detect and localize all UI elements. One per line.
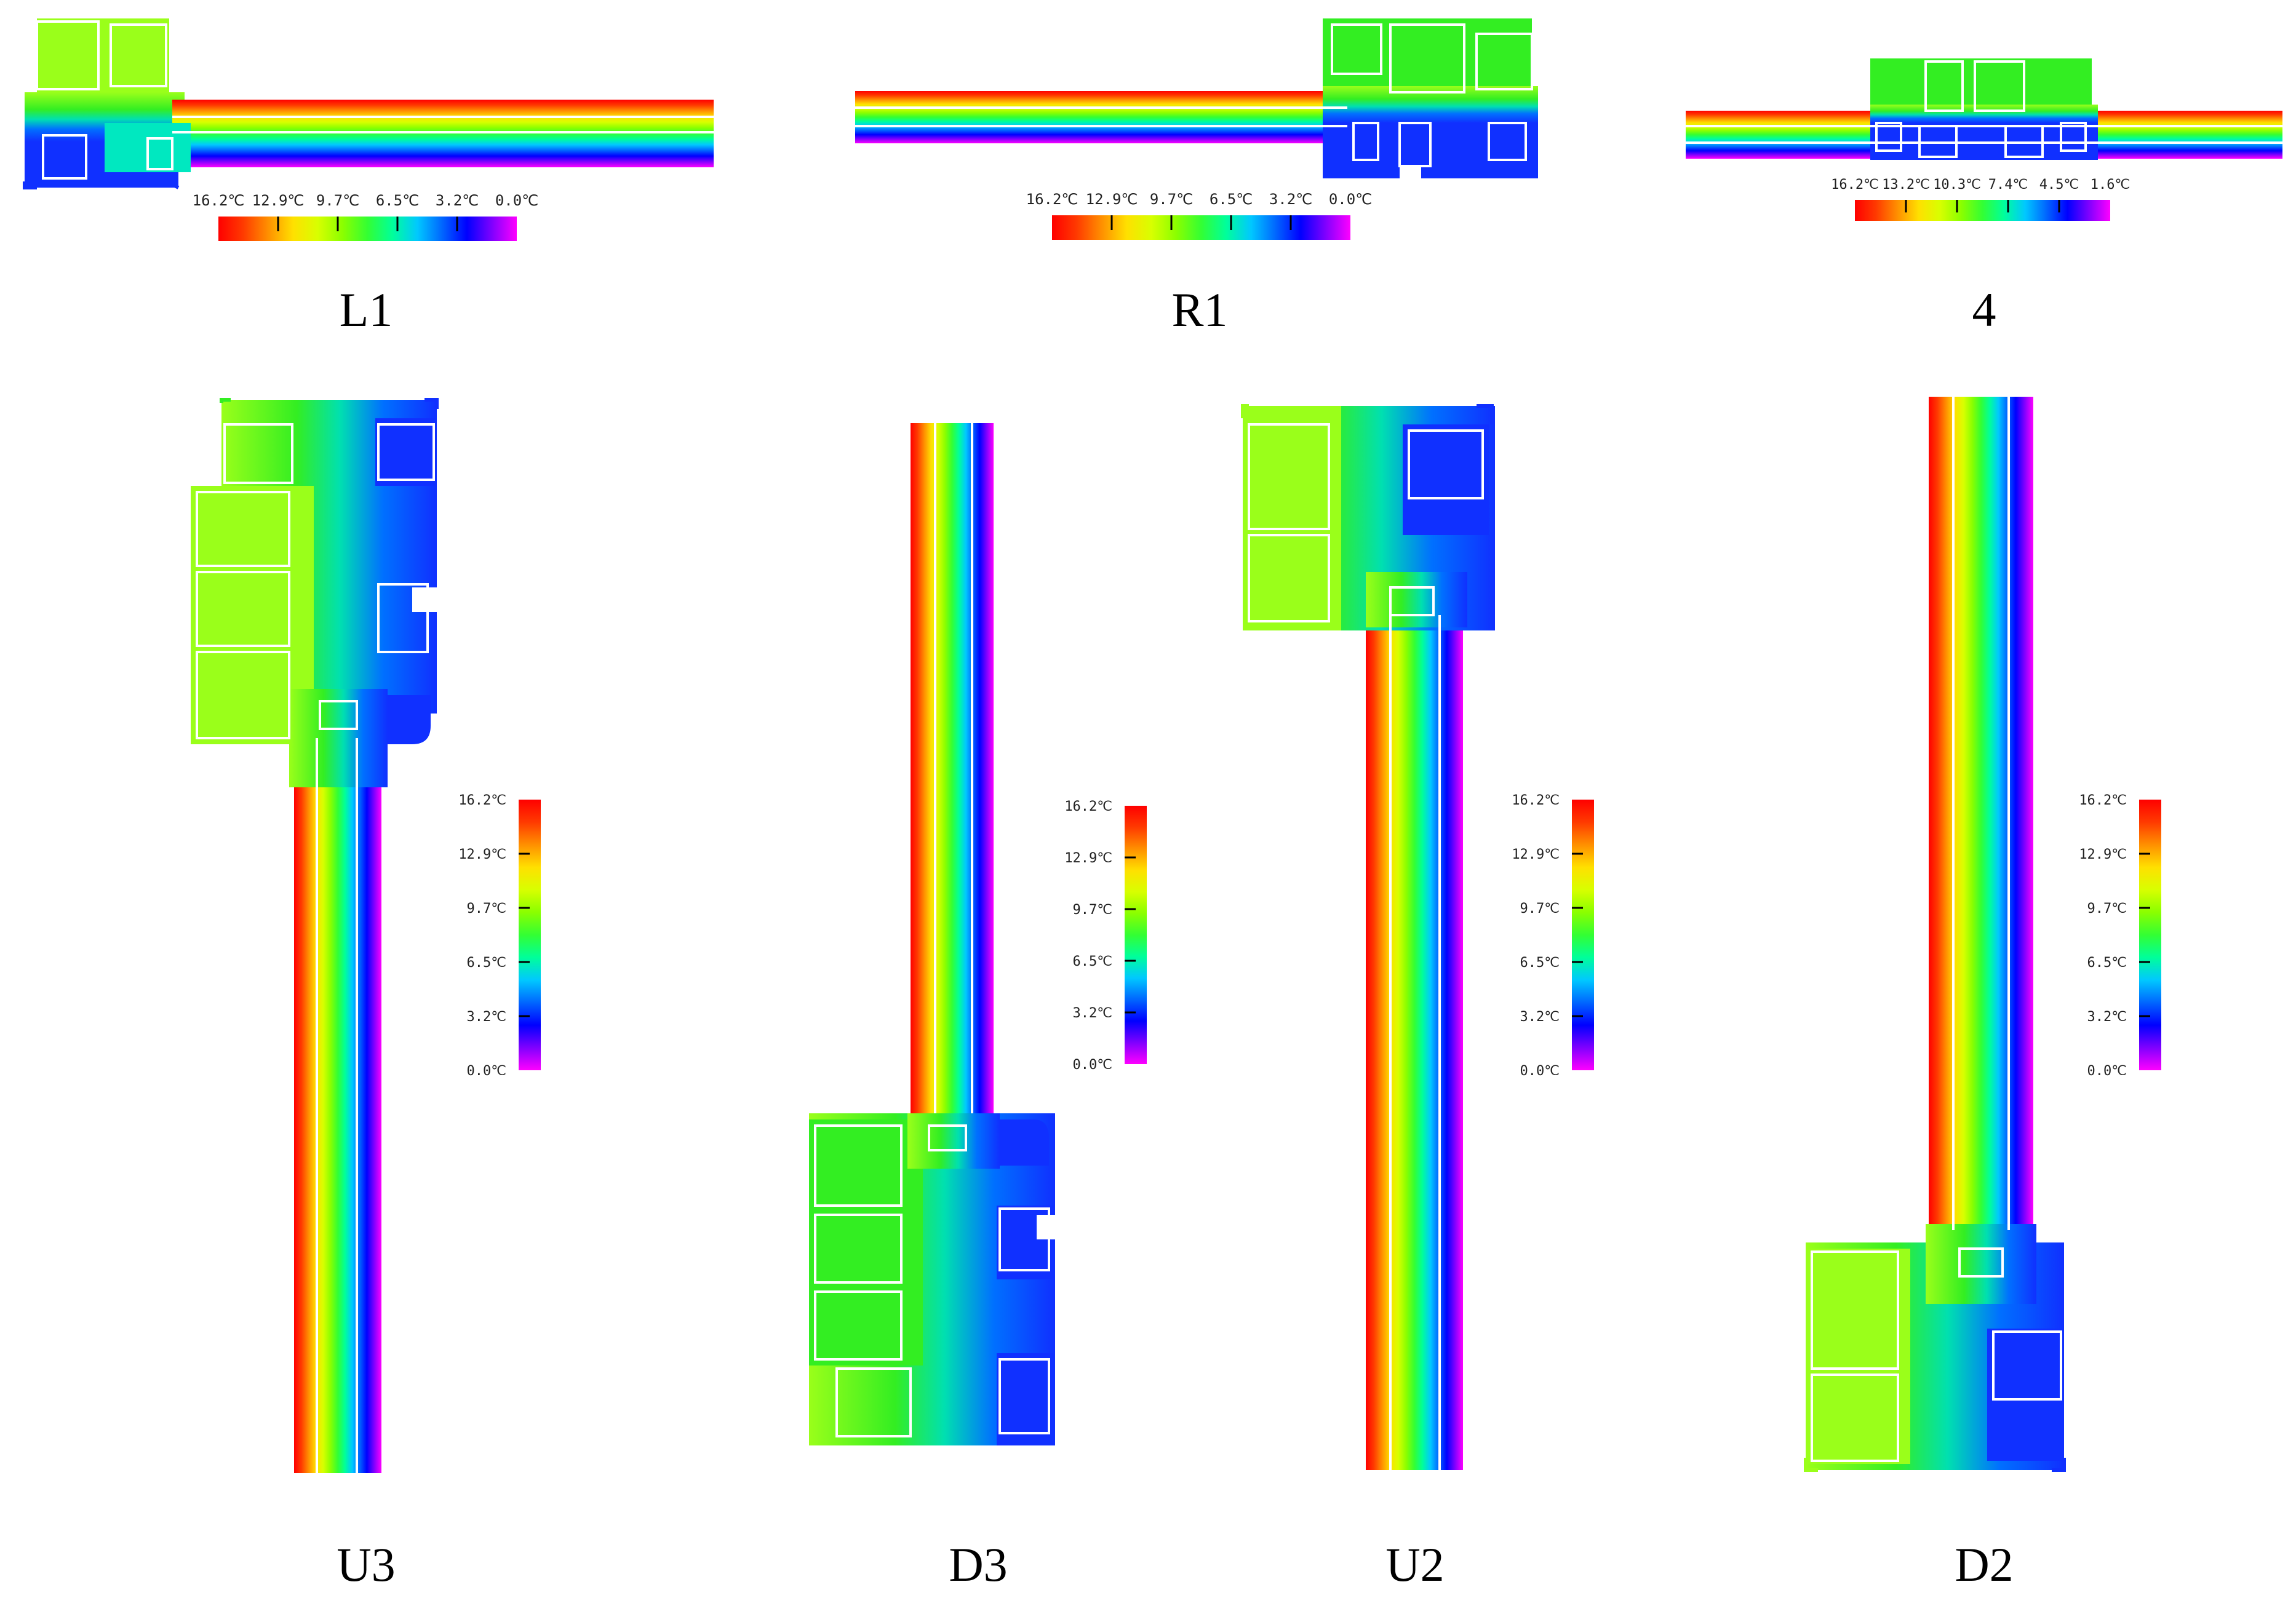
scale-L1-tick-label: 0.0℃	[495, 192, 538, 209]
scale-U2-bar	[1572, 800, 1594, 1070]
scale-R1-bar	[1052, 215, 1350, 240]
scale-R1-tick-label: 6.5℃	[1210, 191, 1253, 208]
scale-L1-tick-label: 6.5℃	[376, 192, 419, 209]
scale-4-tick-label: 1.6℃	[2091, 177, 2130, 193]
scale-D3-tick-label: 3.2℃	[1073, 1006, 1112, 1021]
scale-U2-tick-label: 6.5℃	[1520, 955, 1560, 971]
panel-U2-drawing	[1241, 404, 1495, 1470]
panel-label-L1: L1	[339, 283, 393, 336]
scale-D2-tick-label: 3.2℃	[2087, 1009, 2127, 1025]
panel-label-D2: D2	[1955, 1538, 2014, 1591]
scale-U3-bar	[519, 800, 541, 1070]
scale-U3: 16.2℃ 12.9℃ 9.7℃ 6.5℃ 3.2℃ 0.0℃	[458, 793, 541, 1079]
scale-4-bar	[1855, 200, 2110, 221]
scale-U3-tick-label: 0.0℃	[467, 1063, 506, 1079]
scale-L1-bar	[218, 217, 517, 241]
panel-label-R1: R1	[1171, 283, 1228, 336]
scale-L1-tick-label: 3.2℃	[436, 192, 479, 209]
scale-D3: 16.2℃ 12.9℃ 9.7℃ 6.5℃ 3.2℃ 0.0℃	[1064, 799, 1147, 1073]
scale-R1: 16.2℃ 12.9℃ 9.7℃ 6.5℃ 3.2℃ 0.0℃	[1026, 191, 1372, 240]
panel-label-D3: D3	[949, 1538, 1008, 1591]
scale-4-tick-label: 10.3℃	[1933, 177, 1981, 193]
panel-U3-drawing	[191, 398, 439, 1473]
scale-D3-bar	[1125, 806, 1147, 1064]
scale-U3-tick-label: 9.7℃	[467, 901, 506, 916]
scale-L1-tick-label: 12.9℃	[252, 192, 305, 209]
scale-L1-tick-label: 9.7℃	[316, 192, 359, 209]
scale-D2-tick-label: 12.9℃	[2079, 847, 2127, 862]
scale-D2: 16.2℃ 12.9℃ 9.7℃ 6.5℃ 3.2℃ 0.0℃	[2079, 793, 2161, 1079]
scale-R1-tick-label: 3.2℃	[1269, 191, 1312, 208]
scale-4: 16.2℃ 13.2℃ 10.3℃ 7.4℃ 4.5℃ 1.6℃	[1831, 177, 2130, 221]
panel-label-U2: U2	[1385, 1538, 1445, 1591]
scale-L1: 16.2℃ 12.9℃ 9.7℃ 6.5℃ 3.2℃ 0.0℃	[193, 192, 538, 241]
scale-U2-tick-label: 16.2℃	[1512, 793, 1560, 808]
scale-R1-tick-label: 12.9℃	[1086, 191, 1138, 208]
scale-U2-tick-label: 3.2℃	[1520, 1009, 1560, 1025]
scale-D3-tick-label: 6.5℃	[1073, 954, 1112, 969]
panel-L1-drawing	[23, 18, 714, 189]
panel-4-drawing	[1686, 58, 2282, 160]
panel-label-U3: U3	[337, 1538, 396, 1591]
scale-R1-tick-label: 0.0℃	[1329, 191, 1372, 208]
scale-L1-tick-label: 16.2℃	[193, 192, 245, 209]
scale-U3-tick-label: 3.2℃	[467, 1009, 506, 1025]
scale-D2-tick-label: 6.5℃	[2087, 955, 2127, 971]
scale-R1-tick-label: 16.2℃	[1026, 191, 1078, 208]
scale-U2-tick-label: 0.0℃	[1520, 1063, 1560, 1079]
scale-4-tick-label: 13.2℃	[1882, 177, 1930, 193]
scale-D3-tick-label: 0.0℃	[1073, 1057, 1112, 1073]
scale-D2-tick-label: 16.2℃	[2079, 793, 2127, 808]
colour-scales: 16.2℃ 12.9℃ 9.7℃ 6.5℃ 3.2℃ 0.0℃ 16.2℃ 12.9℃ 9.7℃…	[193, 177, 2161, 1079]
scale-4-tick-label: 7.4℃	[1988, 177, 2028, 193]
scale-U3-tick-label: 12.9℃	[458, 847, 506, 862]
scale-D3-tick-label: 12.9℃	[1064, 851, 1112, 866]
scale-U3-tick-label: 16.2℃	[458, 793, 506, 808]
panel-D3-drawing	[809, 423, 1055, 1445]
panel-R1-drawing	[855, 18, 1538, 182]
scale-U2-tick-label: 12.9℃	[1512, 847, 1560, 862]
scale-U3-tick-label: 6.5℃	[467, 955, 506, 971]
scale-U2: 16.2℃ 12.9℃ 9.7℃ 6.5℃ 3.2℃ 0.0℃	[1512, 793, 1594, 1079]
scale-R1-tick-label: 9.7℃	[1150, 191, 1193, 208]
scale-U2-tick-label: 9.7℃	[1520, 901, 1560, 916]
scale-D3-tick-label: 16.2℃	[1064, 799, 1112, 814]
scale-D2-tick-label: 0.0℃	[2087, 1063, 2127, 1079]
panel-D2-drawing	[1804, 397, 2066, 1472]
scale-4-tick-label: 16.2℃	[1831, 177, 1879, 193]
scale-D3-tick-label: 9.7℃	[1073, 902, 1112, 918]
scale-D2-tick-label: 9.7℃	[2087, 901, 2127, 916]
panel-label-4: 4	[1972, 283, 1996, 336]
scale-D2-bar	[2139, 800, 2161, 1070]
scale-4-tick-label: 4.5℃	[2039, 177, 2079, 193]
